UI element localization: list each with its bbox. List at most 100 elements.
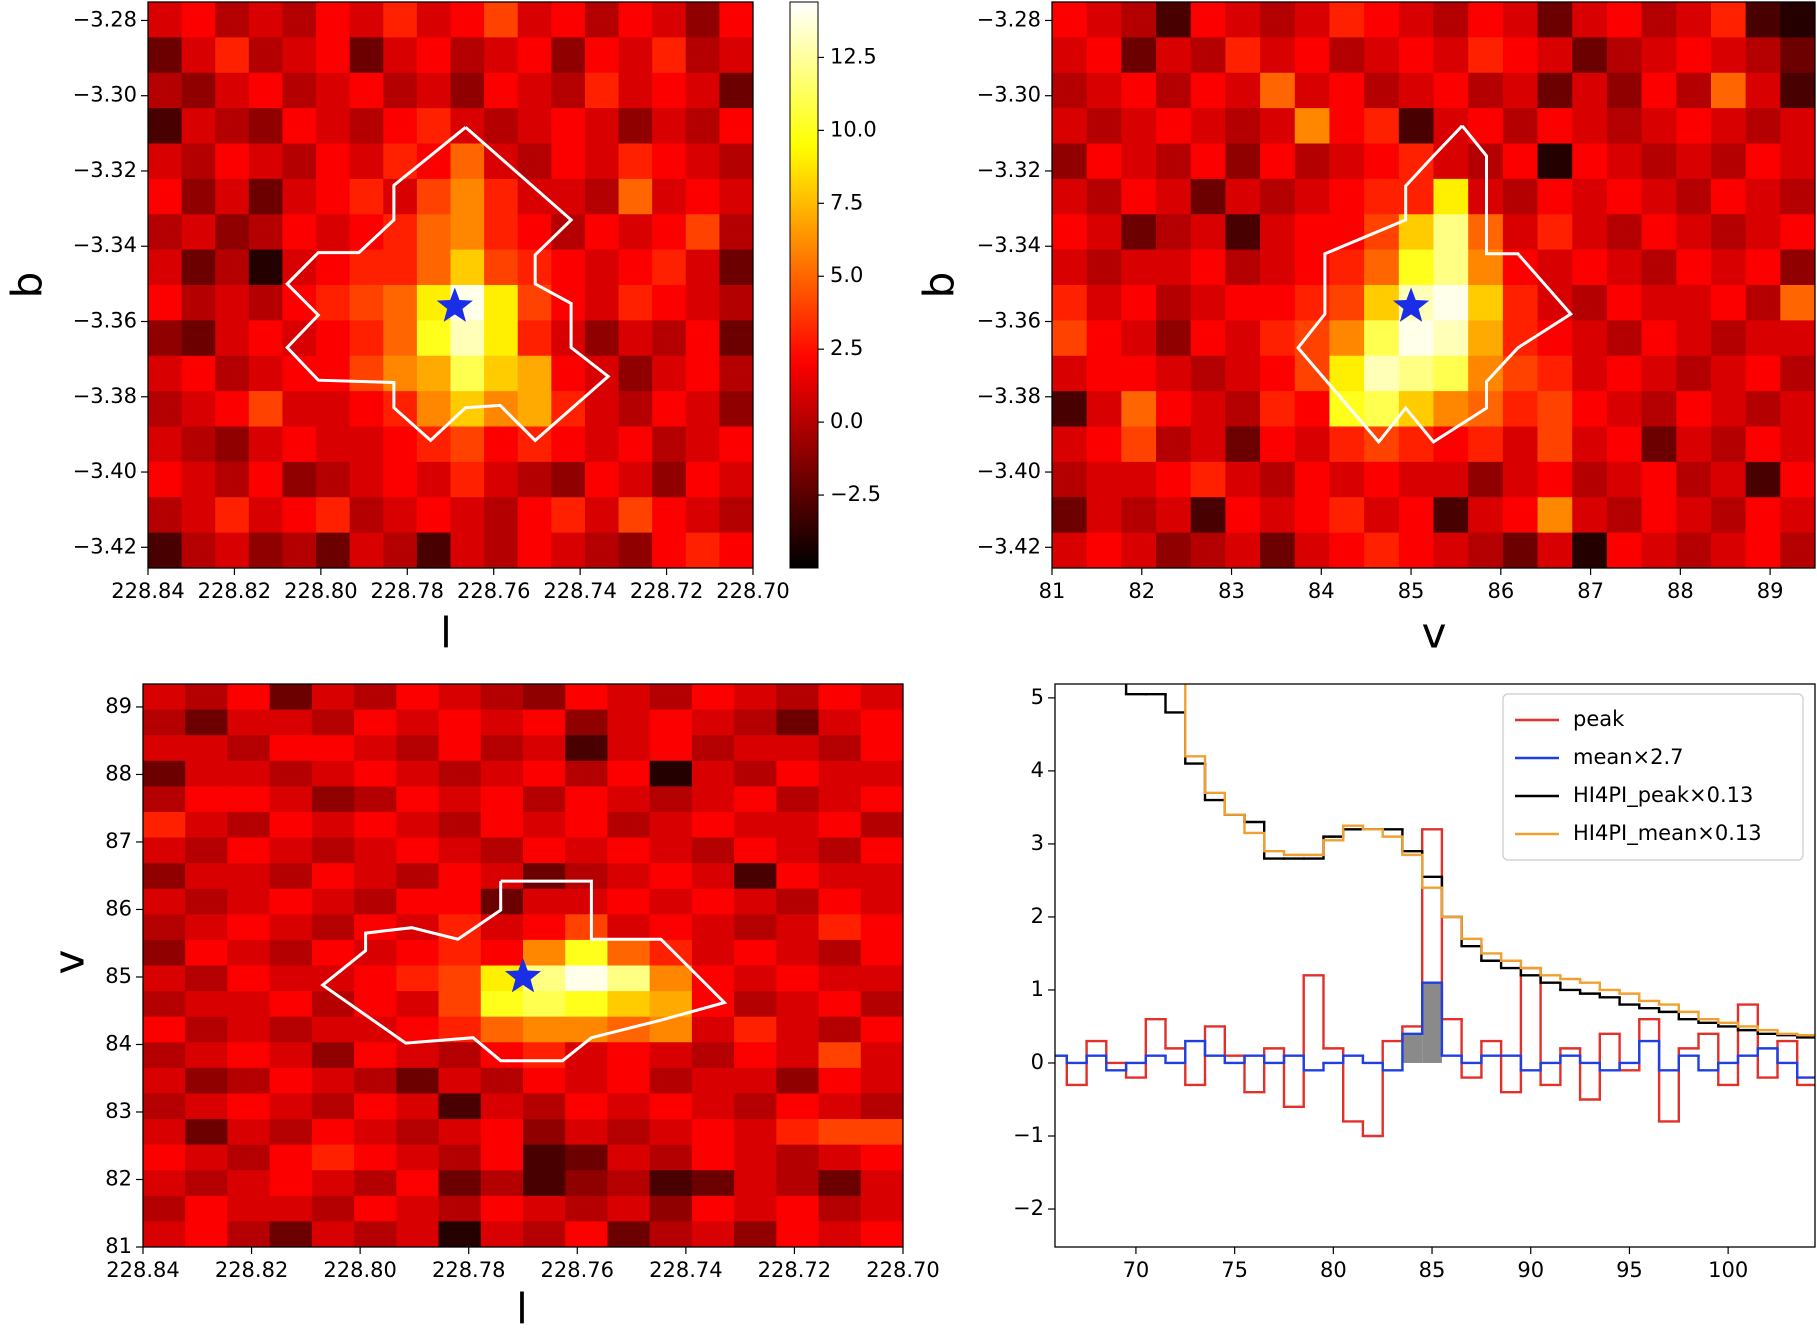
heat-cell (282, 72, 317, 109)
heat-cell (143, 735, 186, 762)
heat-cell (269, 914, 313, 941)
heat-cell (860, 1093, 903, 1120)
heat-cell (1364, 37, 1400, 74)
heat-cell (1190, 355, 1227, 392)
heat-cell (1710, 532, 1747, 568)
heat-cell (148, 391, 183, 428)
x-tick-label: 83 (1218, 579, 1245, 603)
heat-cell (438, 837, 482, 864)
heat-cell (685, 320, 720, 357)
heat-cell (860, 1195, 903, 1223)
heat-cell (1676, 108, 1712, 145)
heat-cell (818, 965, 862, 992)
heat-cell (438, 811, 482, 839)
heat-cell (181, 108, 216, 145)
heat-cell (618, 2, 653, 38)
heat-cell (776, 1195, 820, 1223)
heat-cell (607, 786, 651, 813)
heat-cell (450, 178, 485, 215)
heat-cell (396, 1093, 440, 1120)
heat-cell (480, 837, 524, 864)
heat-cell (1537, 249, 1573, 286)
heat-cell (1780, 285, 1815, 321)
heat-cell (438, 709, 482, 736)
heat-cell (354, 914, 397, 941)
heat-cell (416, 497, 452, 534)
heat-cell (1780, 37, 1815, 74)
y-tick-label: −3.42 (73, 534, 137, 558)
heat-cell (1121, 461, 1157, 498)
heat-cell (480, 1119, 524, 1146)
heat-cell (354, 1144, 397, 1171)
heat-cell (860, 684, 903, 711)
heat-cell (383, 532, 418, 568)
heat-cell (215, 2, 250, 38)
heat-cell (181, 2, 216, 38)
heat-cell (1641, 355, 1677, 392)
heat-cell (227, 1042, 271, 1069)
heat-cell (860, 1170, 903, 1197)
heat-cell (1502, 178, 1539, 215)
heat-cell (143, 1093, 186, 1120)
step-connector (1065, 982, 1799, 1078)
heat-cell (185, 735, 229, 762)
heat-cell (1260, 320, 1296, 357)
heat-cell (416, 2, 452, 38)
heat-cell (480, 811, 524, 839)
heat-cell (685, 2, 720, 38)
heat-cell (227, 1170, 271, 1197)
heat-cell (523, 939, 566, 967)
heat-cell (1225, 532, 1261, 568)
heat-cell (1468, 2, 1504, 38)
heat-cell (1537, 426, 1573, 463)
heat-cell (416, 391, 452, 428)
heat-cell (1710, 2, 1747, 38)
heat-cell (1260, 391, 1296, 428)
heat-cell (1190, 391, 1227, 428)
heat-cell (860, 888, 903, 915)
x-tick-label: 228.82 (215, 1258, 288, 1282)
x-tick-label: 88 (1667, 579, 1694, 603)
heat-cell (652, 214, 687, 251)
heat-cell (1086, 497, 1122, 534)
heat-cell (649, 1144, 693, 1171)
heat-cell (1537, 2, 1573, 38)
heat-cell (776, 991, 820, 1018)
heat-cell (383, 37, 418, 74)
heat-cell (551, 108, 586, 145)
heat-cell (618, 72, 653, 109)
heat-cell (1468, 72, 1504, 109)
x-tick-label: 95 (1616, 1258, 1643, 1282)
y-tick-label: 0 (1031, 1050, 1044, 1074)
heat-cell (652, 532, 687, 568)
heat-cell (1710, 178, 1747, 215)
heat-cell (734, 1042, 777, 1069)
heat-cell (649, 760, 693, 787)
heat-cell (248, 72, 284, 109)
heat-cell (607, 1093, 651, 1120)
heat-cell (1260, 72, 1296, 109)
y-tick-label: −3.36 (977, 309, 1041, 333)
heat-cell (1260, 532, 1296, 568)
heat-cell (1398, 426, 1435, 463)
heat-cell (734, 1119, 777, 1146)
heat-cell (1364, 461, 1400, 498)
heat-cell (148, 2, 183, 38)
heat-cell (565, 1093, 609, 1120)
heat-cell (484, 285, 519, 321)
heat-cell (551, 178, 586, 215)
heat-cell (584, 108, 620, 145)
heat-cell (143, 1170, 186, 1197)
heat-cell (185, 1093, 229, 1120)
heat-cell (349, 355, 384, 392)
x-tick-label: 75 (1221, 1258, 1248, 1282)
heat-cell (349, 391, 384, 428)
x-tick-label: 228.76 (457, 579, 530, 603)
heat-cell (143, 1016, 186, 1043)
heat-cell (484, 249, 519, 286)
heat-cell (1710, 497, 1747, 534)
heat-cell (1433, 37, 1469, 74)
heat-cell (185, 939, 229, 967)
heat-cell (143, 811, 186, 839)
heat-cell (860, 786, 903, 813)
